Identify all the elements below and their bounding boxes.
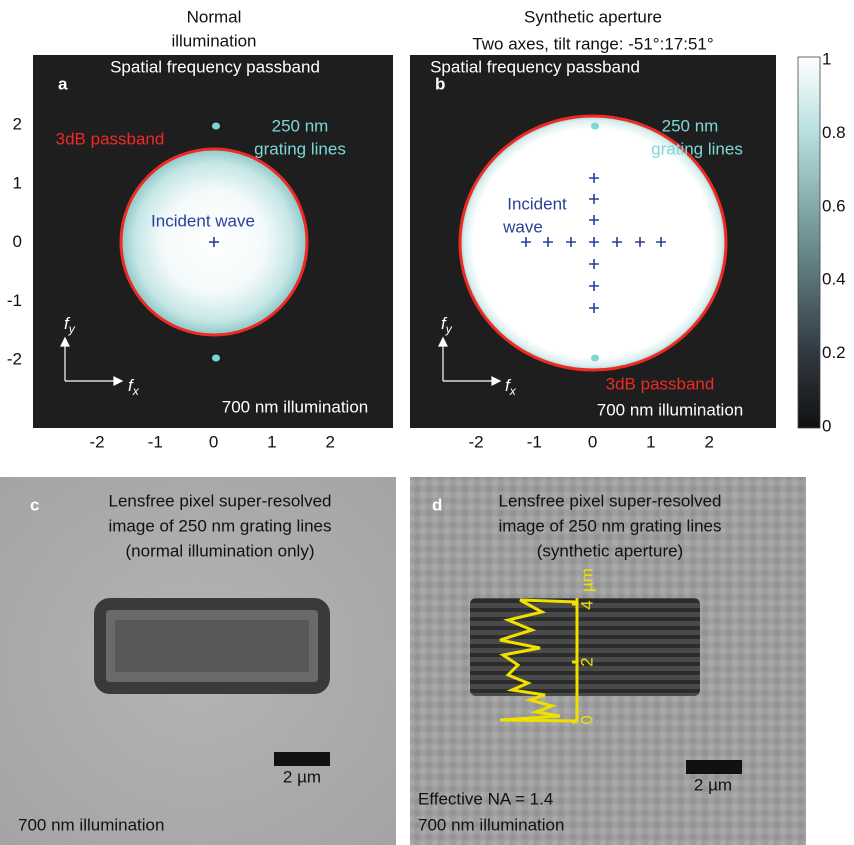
grating-image [115,620,309,672]
grating-peak [212,355,220,362]
annotation: 700 nm illumination [222,397,368,416]
profile-tick: 2 [577,657,596,666]
annotation: 250 nm [272,116,329,135]
header: Two axes, tilt range: -51°:17:51° [472,34,713,53]
annotation: 3dB passband [606,374,715,393]
annotation: 3dB passband [56,129,165,148]
y-tick-label: -2 [7,350,22,369]
grating-peak [591,355,599,362]
caption: Lensfree pixel super-resolved [498,491,721,510]
colorbar-tick-label: 0.8 [822,123,846,142]
x-tick-label: 2 [704,432,713,451]
annotation: 700 nm illumination [597,400,743,419]
scale-bar [274,752,330,766]
scale-label: 2 µm [694,775,732,794]
panel-title: Spatial frequency passband [110,57,320,76]
annotation: Effective NA = 1.4 [418,789,553,808]
annotation: Incident wave [151,211,255,230]
annotation: 250 nm [662,116,719,135]
annotation: grating lines [254,139,346,158]
x-tick-label: 0 [209,432,218,451]
colorbar-tick-label: 0 [822,416,831,435]
grating-peak [212,123,220,130]
colorbar-tick-label: 0.2 [822,343,846,362]
header: Normal [187,7,242,26]
scale-label: 2 µm [283,767,321,786]
annotation: Incident [507,194,567,213]
colorbar-tick-label: 0.4 [822,270,846,289]
caption: (synthetic aperture) [537,541,683,560]
panel-label: c [30,495,39,514]
y-tick-label: 2 [13,114,22,133]
annotation: 700 nm illumination [418,815,564,834]
panel-label: d [432,495,442,514]
caption: (normal illumination only) [126,541,315,560]
colorbar-tick-label: 0.6 [822,196,846,215]
header: Synthetic aperture [524,7,662,26]
scale-bar [686,760,742,774]
header: illumination [171,31,256,50]
x-tick-label: 0 [588,432,597,451]
colorbar [798,57,820,428]
colorbar-tick-label: 1 [822,49,831,68]
annotation: wave [502,217,543,236]
panel-title: Spatial frequency passband [430,57,640,76]
profile-tick: 4 [577,600,596,609]
x-tick-label: 1 [267,432,276,451]
x-tick-label: -1 [148,432,163,451]
grating-image [470,598,700,696]
x-tick-label: 2 [325,432,334,451]
x-tick-label: -2 [89,432,104,451]
y-tick-label: 1 [13,173,22,192]
grating-peak [591,123,599,130]
caption: image of 250 nm grating lines [498,516,721,535]
x-tick-label: -1 [527,432,542,451]
caption: Lensfree pixel super-resolved [108,491,331,510]
annotation: grating lines [651,139,743,158]
panel-label: a [58,74,68,93]
y-tick-label: 0 [13,232,22,251]
x-tick-label: -2 [468,432,483,451]
y-tick-label: -1 [7,291,22,310]
profile-tick: 0 [577,715,596,724]
caption: image of 250 nm grating lines [108,516,331,535]
figure: Normal illumination Synthetic aperture T… [0,0,854,845]
panel-label: b [435,74,445,93]
annotation: 700 nm illumination [18,815,164,834]
x-tick-label: 1 [646,432,655,451]
profile-unit: µm [577,568,596,592]
